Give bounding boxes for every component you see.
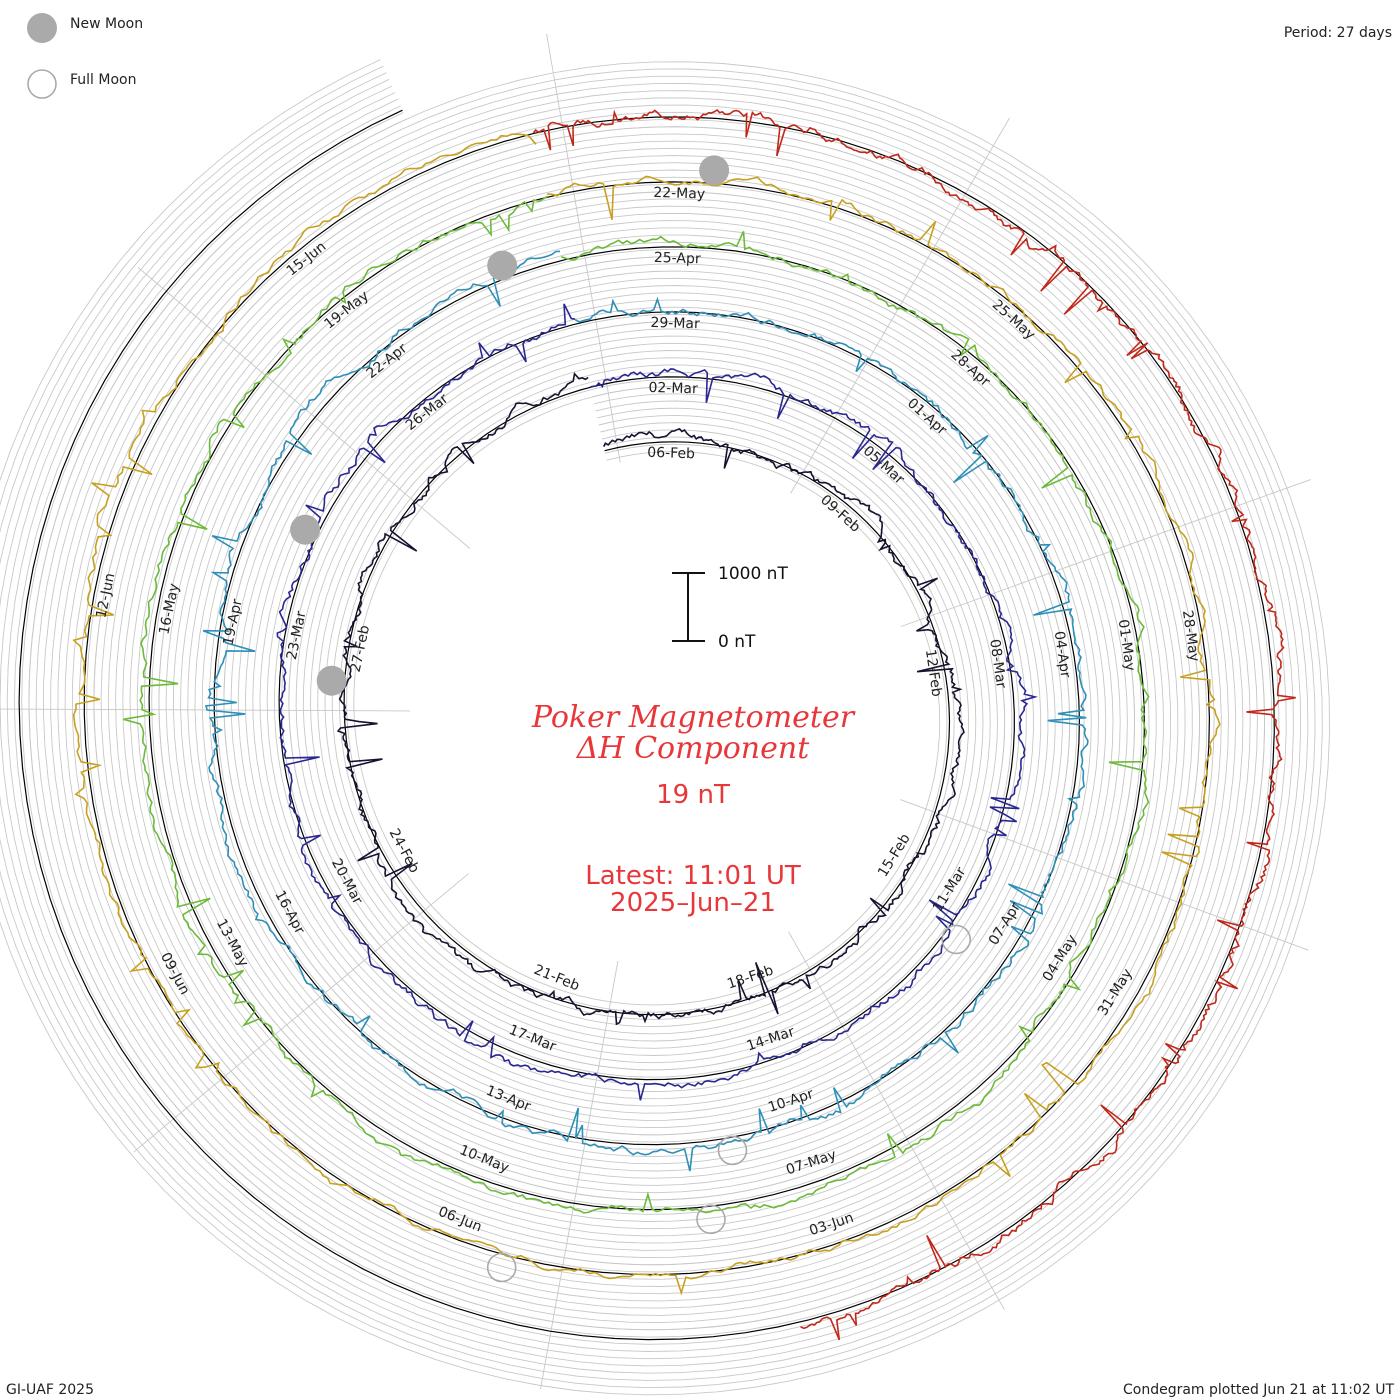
- new-moon-marker: [290, 514, 321, 545]
- current-value: 19 nT: [656, 780, 730, 810]
- grid-spiral-7: [0, 72, 1316, 1381]
- latest-time: Latest: 11:01 UT: [585, 861, 801, 891]
- moon-markers: [290, 155, 972, 1283]
- full-moon-legend-icon: [27, 69, 57, 99]
- grid-spiral-8: [0, 65, 1323, 1389]
- date-label: 22-May: [653, 185, 705, 203]
- date-label: 04-Apr: [1051, 630, 1074, 679]
- grid-spiral-1: [21, 112, 1273, 1338]
- date-label: 12-Feb: [922, 648, 945, 698]
- new-moon-marker: [487, 250, 518, 281]
- full-moon-legend-label: Full Moon: [70, 72, 136, 88]
- scale-bar-top-label: 1000 nT: [718, 564, 788, 584]
- date-label: 01-May: [1115, 618, 1138, 672]
- new-moon-legend-label: New Moon: [70, 16, 143, 32]
- scale-bar-bottom-label: 0 nT: [718, 632, 756, 652]
- chart-subtitle: ΔH Component: [576, 731, 810, 766]
- grid-spiral-4: [0, 92, 1294, 1360]
- trace-ring-1: [336, 371, 965, 1026]
- spoke-7: [0, 708, 411, 712]
- data-traces: [72, 108, 1296, 1341]
- date-label: 29-Mar: [650, 315, 700, 333]
- date-label: 08-Mar: [986, 638, 1009, 689]
- new-moon-marker: [699, 155, 730, 186]
- full-moon-marker: [486, 1252, 517, 1283]
- full-moon-marker: [696, 1204, 726, 1235]
- footer-credit: GI-UAF 2025: [6, 1382, 94, 1398]
- date-label: 10-May: [457, 1142, 511, 1176]
- grid-spiral-6: [0, 78, 1309, 1374]
- spoke-0: [546, 33, 621, 463]
- full-moon-marker: [717, 1135, 748, 1166]
- spoke-6: [133, 873, 469, 1153]
- spoke-2: [900, 479, 1311, 627]
- date-label: 25-Apr: [654, 250, 702, 267]
- full-moon-marker: [941, 924, 972, 955]
- spoke-4: [788, 931, 1005, 1310]
- baseline-spiral-path: [18, 109, 1275, 1341]
- footer-plotted: Condegram plotted Jun 21 at 11:02 UT: [1123, 1382, 1394, 1398]
- date-label: 06-Jun: [436, 1204, 484, 1236]
- trace-ring-2: [276, 303, 1038, 1101]
- latest-date: 2025–Jun–21: [610, 888, 776, 918]
- trace-ring-5: [72, 133, 1221, 1296]
- grid-layer: [0, 59, 1330, 1396]
- chart-title: Poker Magnetometer: [531, 700, 856, 735]
- trace-ring-3: [202, 250, 1089, 1172]
- new-moon-legend-icon: [27, 13, 57, 43]
- spoke-5: [540, 960, 619, 1390]
- grid-spiral-2: [13, 105, 1280, 1345]
- baseline-spiral: [18, 109, 1275, 1341]
- date-label: 15-Feb: [875, 831, 914, 880]
- grid-spiral-5: [0, 85, 1302, 1367]
- new-moon-marker: [316, 665, 347, 696]
- date-label: 23-Mar: [284, 609, 310, 661]
- trace-ring-6: [532, 108, 1296, 1341]
- date-label: 28-May: [1179, 609, 1202, 663]
- period-label: Period: 27 days: [1284, 25, 1392, 41]
- trace-ring-4: [123, 195, 1150, 1214]
- date-label: 02-Mar: [648, 380, 698, 398]
- date-label: 06-Feb: [647, 445, 695, 462]
